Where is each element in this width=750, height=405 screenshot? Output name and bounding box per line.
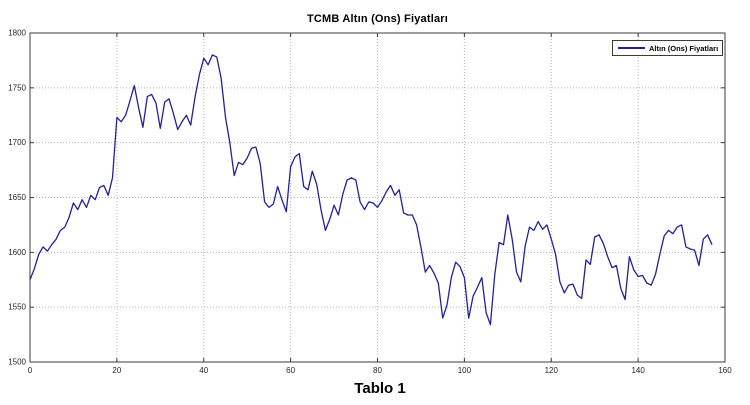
svg-text:20: 20	[112, 366, 121, 375]
svg-text:100: 100	[458, 366, 472, 375]
legend: Altın (Ons) Fiyatları	[612, 40, 723, 56]
chart-title: TCMB Altın (Ons) Fiyatları	[306, 13, 449, 25]
svg-text:140: 140	[631, 366, 645, 375]
svg-text:120: 120	[545, 366, 559, 375]
svg-text:1700: 1700	[8, 138, 26, 147]
svg-text:1750: 1750	[8, 83, 26, 92]
svg-text:1500: 1500	[8, 358, 26, 367]
svg-text:60: 60	[286, 366, 295, 375]
svg-text:1550: 1550	[8, 303, 26, 312]
legend-line-sample	[618, 47, 645, 49]
svg-text:80: 80	[373, 366, 382, 375]
svg-text:1800: 1800	[8, 29, 26, 38]
figure-caption: Tablo 1	[354, 380, 406, 397]
svg-text:1600: 1600	[8, 248, 26, 257]
svg-text:160: 160	[718, 366, 732, 375]
svg-text:1650: 1650	[8, 193, 26, 202]
svg-text:40: 40	[199, 366, 208, 375]
legend-label: Altın (Ons) Fiyatları	[649, 43, 719, 53]
svg-text:0: 0	[28, 366, 33, 375]
